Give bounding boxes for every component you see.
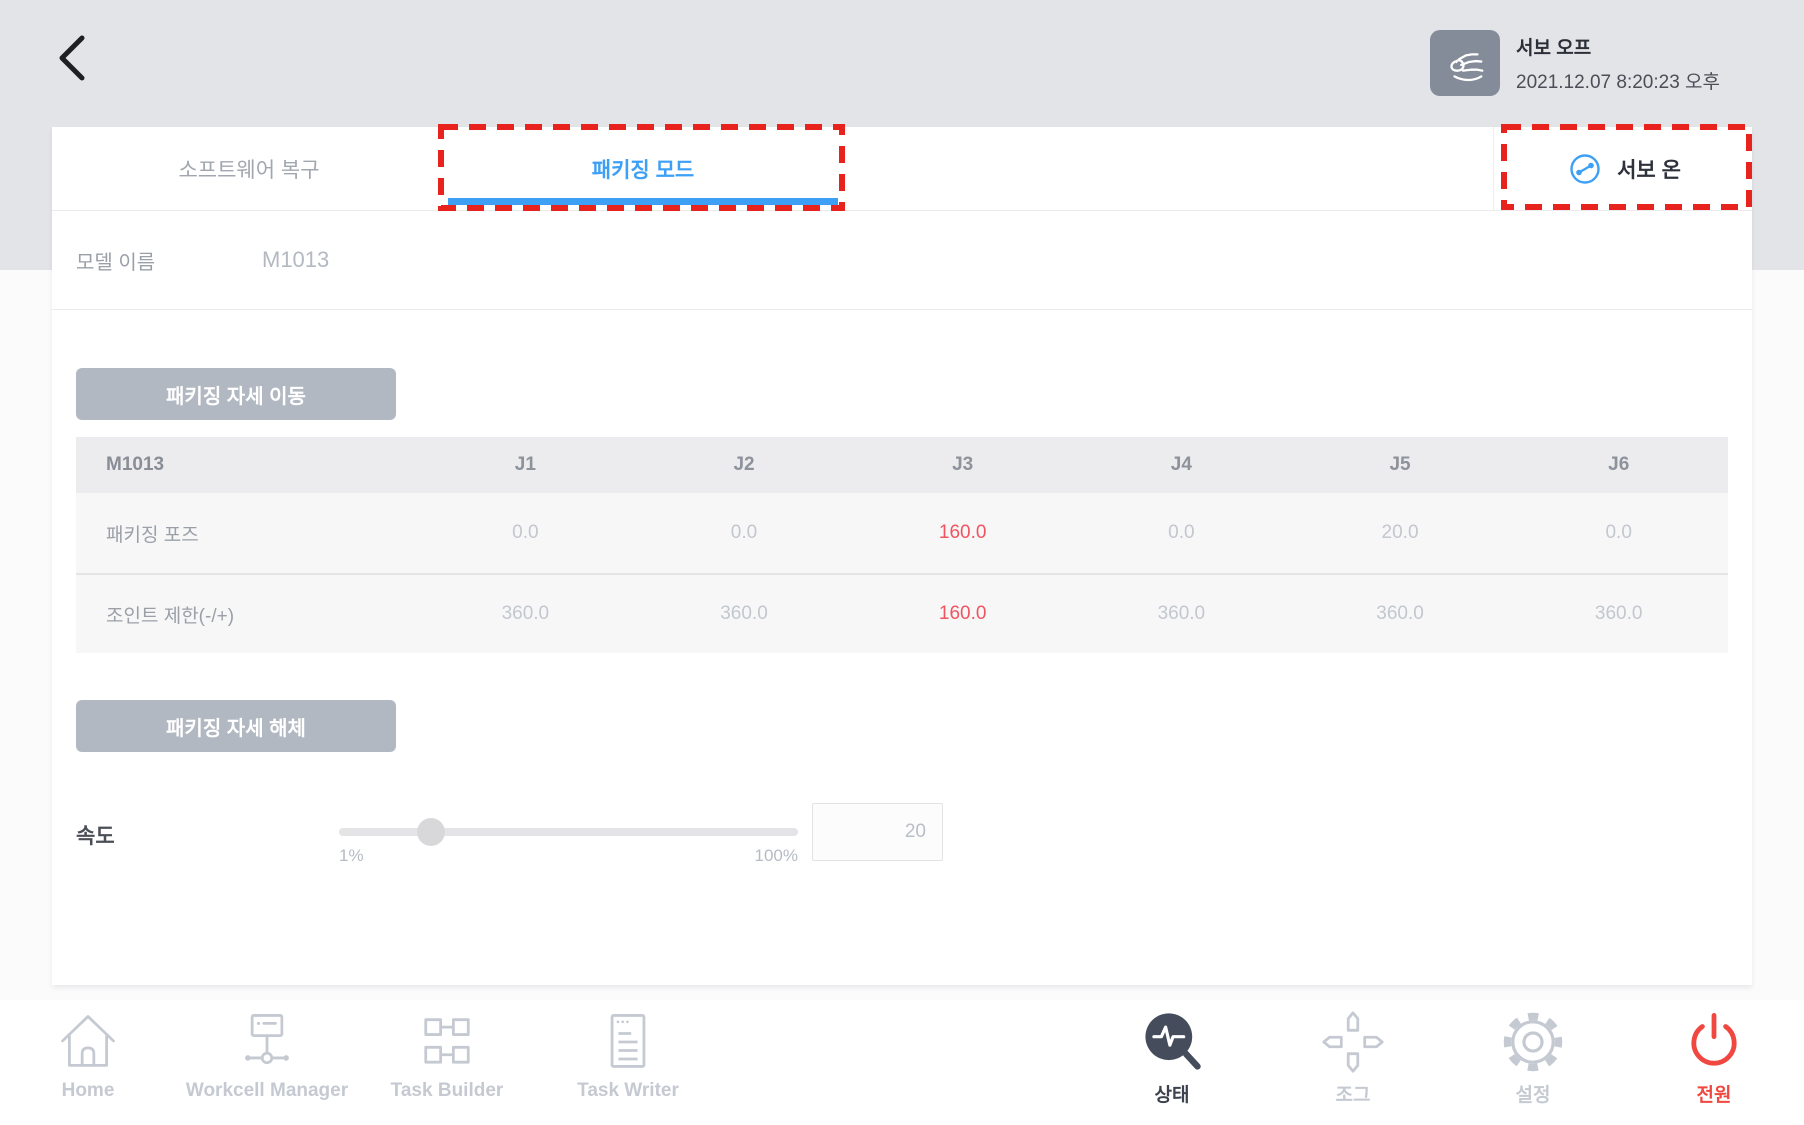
nav-label: Home <box>61 1080 115 1101</box>
limit-j1: 360.0 <box>501 603 550 624</box>
status-timestamp: 2021.12.07 8:20:23 오후 <box>1516 71 1721 93</box>
panel-content: 패키징 자세 이동 M1013 J1 J2 J3 J4 J5 J6 패키징 포즈… <box>52 368 1752 866</box>
model-name-value: M1013 <box>262 247 330 272</box>
speed-slider-track[interactable] <box>339 828 798 836</box>
status-icon <box>1145 1013 1201 1070</box>
tab-packaging-mode[interactable]: 패키징 모드 <box>446 127 840 210</box>
nav-item-settings[interactable]: 설정 <box>1423 1008 1643 1107</box>
tab-software-recovery[interactable]: 소프트웨어 복구 <box>52 127 446 210</box>
packaging-mode-panel: 소프트웨어 복구 패키징 모드 서보 온 모델 이름 M1013 패키징 자세 … <box>52 127 1752 985</box>
nav-item-workcell-manager[interactable]: Workcell Manager <box>157 1008 377 1102</box>
nav-item-status[interactable]: 상태 <box>1062 1008 1282 1107</box>
servo-status-indicator[interactable]: 서보 오프 2021.12.07 8:20:23 오후 <box>1430 30 1720 96</box>
link-icon <box>1570 153 1600 184</box>
limit-j6: 360.0 <box>1594 603 1643 624</box>
servo-status-label: 서보 오프 <box>1516 37 1592 59</box>
nav-label: 설정 <box>1515 1085 1551 1106</box>
nav-item-home[interactable]: Home <box>0 1008 198 1102</box>
pose-j6: 0.0 <box>1605 522 1632 543</box>
pose-j4: 0.0 <box>1168 522 1195 543</box>
bottom-navigation: Home Workcell Manager <box>0 1000 1804 1125</box>
pose-j1: 0.0 <box>512 522 539 543</box>
table-header-model: M1013 <box>106 454 165 475</box>
table-header-j3: J3 <box>952 454 974 475</box>
nav-item-task-builder[interactable]: Task Builder <box>337 1008 557 1102</box>
nav-item-power[interactable]: 전원 <box>1604 1008 1804 1107</box>
limit-j2: 360.0 <box>720 603 768 624</box>
pose-j5: 20.0 <box>1381 522 1419 543</box>
limit-j3: 160.0 <box>938 603 987 624</box>
table-header-j2: J2 <box>733 454 755 475</box>
table-row-packaging-pose: 패키징 포즈 0.0 0.0 160.0 0.0 20.0 0.0 <box>76 493 1728 573</box>
table-header-j1: J1 <box>514 454 536 475</box>
speed-value-input[interactable] <box>812 803 943 861</box>
servo-status-texts: 서보 오프 2021.12.07 8:20:23 오후 <box>1516 33 1720 94</box>
table-header-j6: J6 <box>1608 454 1630 475</box>
limit-j4: 360.0 <box>1157 603 1206 624</box>
release-packaging-pose-button[interactable]: 패키징 자세 해체 <box>76 700 396 752</box>
speed-control-row: 속도 1% 100% <box>76 803 1728 866</box>
speed-range-labels: 1% 100% <box>339 846 798 866</box>
speed-min-label: 1% <box>339 846 364 865</box>
nav-item-jog[interactable]: 조그 <box>1243 1008 1463 1107</box>
limit-j5: 360.0 <box>1376 603 1424 624</box>
joint-table: M1013 J1 J2 J3 J4 J5 J6 패키징 포즈 0.0 0.0 1… <box>76 437 1728 653</box>
active-tab-underline <box>448 198 838 205</box>
settings-icon <box>1503 1012 1563 1072</box>
speed-slider: 1% 100% <box>339 818 798 866</box>
table-header-j5: J5 <box>1389 454 1411 475</box>
servo-on-label: 서보 온 <box>1617 158 1681 182</box>
nav-label: 상태 <box>1154 1085 1190 1106</box>
tab-software-recovery-label: 소프트웨어 복구 <box>178 158 320 182</box>
tab-bar-spacer <box>840 127 1493 210</box>
move-packaging-pose-button[interactable]: 패키징 자세 이동 <box>76 368 396 420</box>
hand-guide-icon <box>1430 30 1500 96</box>
pose-j2: 0.0 <box>730 522 758 543</box>
jog-icon <box>1322 1011 1384 1073</box>
tab-bar: 소프트웨어 복구 패키징 모드 서보 온 <box>52 127 1752 211</box>
table-header-j4: J4 <box>1170 454 1192 475</box>
task-writer-icon <box>610 1014 646 1068</box>
task-builder-icon <box>424 1018 470 1064</box>
workcell-manager-icon <box>245 1014 289 1065</box>
back-button[interactable] <box>46 28 106 88</box>
nav-label: 전원 <box>1696 1085 1732 1106</box>
nav-label: Task Builder <box>390 1080 504 1101</box>
tab-packaging-mode-label: 패키징 모드 <box>591 158 695 182</box>
model-name-row: 모델 이름 M1013 <box>52 211 1752 310</box>
chevron-left-icon <box>59 35 85 81</box>
nav-item-task-writer[interactable]: Task Writer <box>518 1008 738 1102</box>
power-icon <box>1691 1013 1737 1066</box>
table-row-joint-limit: 조인트 제한(-/+) 360.0 360.0 160.0 360.0 360.… <box>76 573 1728 653</box>
joint-table-header-row: M1013 J1 J2 J3 J4 J5 J6 <box>76 437 1728 493</box>
speed-max-label: 100% <box>754 846 798 865</box>
speed-label: 속도 <box>76 825 115 848</box>
home-icon <box>61 1015 115 1067</box>
pose-j3: 160.0 <box>938 522 987 543</box>
servo-on-button[interactable]: 서보 온 <box>1493 127 1752 210</box>
nav-label: Workcell Manager <box>185 1080 349 1101</box>
nav-label: Task Writer <box>577 1080 679 1101</box>
model-name-label: 모델 이름 <box>76 251 156 274</box>
nav-label: 조그 <box>1335 1085 1371 1106</box>
row-label: 패키징 포즈 <box>106 524 199 546</box>
row-label: 조인트 제한(-/+) <box>106 605 235 627</box>
speed-slider-thumb[interactable] <box>416 818 445 846</box>
